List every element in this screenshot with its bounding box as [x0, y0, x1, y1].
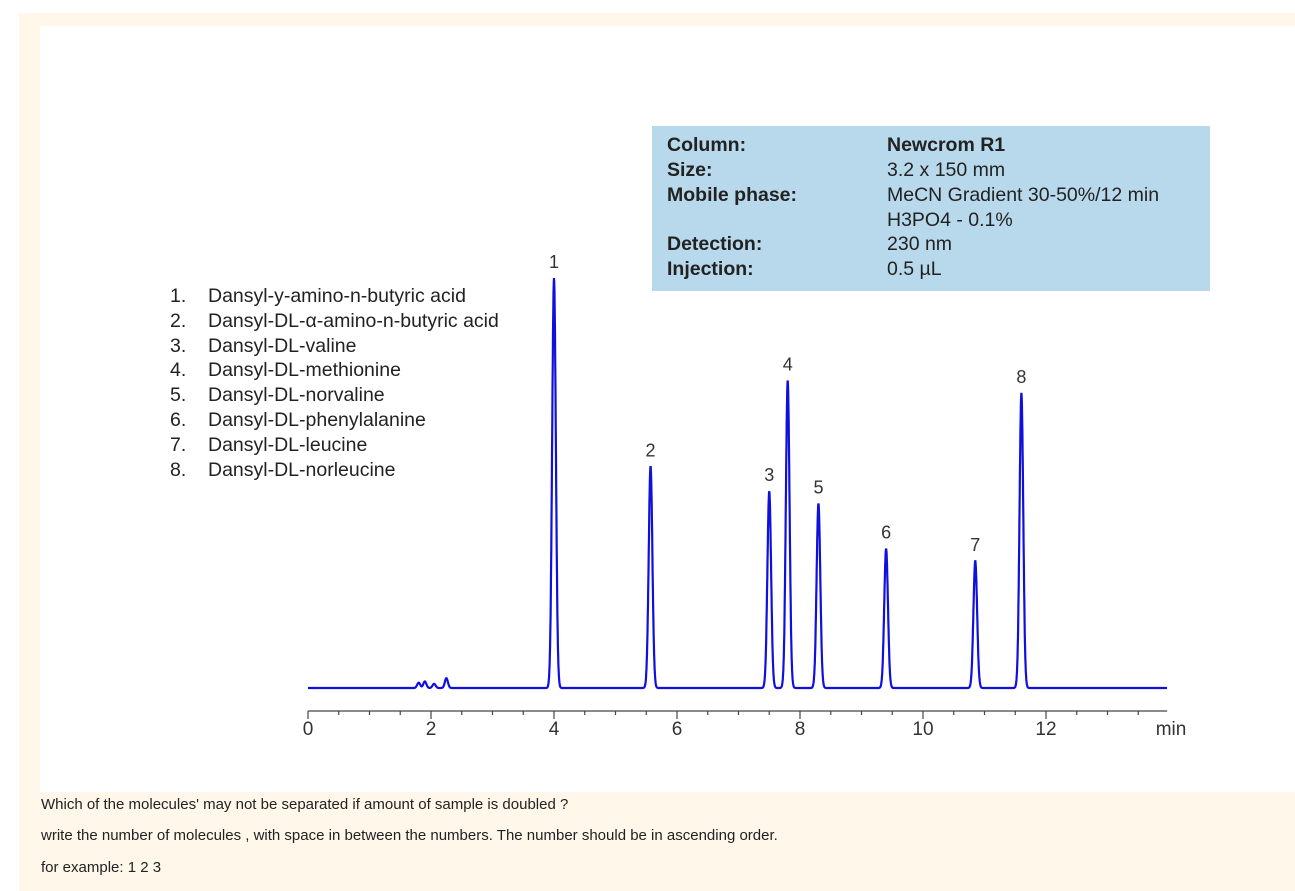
x-tick-label: 12 [1035, 719, 1056, 740]
x-tick-label: 10 [912, 719, 933, 740]
x-axis-label: min [1156, 719, 1187, 740]
peak-label-7: 7 [970, 535, 980, 555]
injection-value: 0.5 µL [887, 258, 942, 280]
peak-label-4: 4 [783, 355, 793, 375]
size-value: 3.2 x 150 mm [887, 159, 1006, 181]
legend-item: 7. Dansyl-DL-leucine [170, 433, 368, 456]
example-text: for example: 1 2 3 [41, 859, 162, 876]
peak-label-6: 6 [881, 523, 891, 543]
x-axis: 0 2 4 6 8 10 12 min [303, 710, 1187, 740]
size-label: Size: [667, 159, 713, 181]
question-text: Which of the molecules' may not be separ… [41, 796, 569, 813]
legend-item: 3. Dansyl-DL-valine [170, 334, 357, 357]
detection-label: Detection: [667, 233, 763, 255]
instruction-text: write the number of molecules , with spa… [41, 827, 778, 844]
column-value: Newcrom R1 [887, 134, 1006, 156]
buffer-value: H3PO4 - 0.1% [887, 209, 1013, 231]
peak-label-8: 8 [1016, 367, 1026, 387]
x-tick-label: 2 [426, 719, 437, 740]
peak-label-5: 5 [813, 478, 823, 498]
compound-legend: 1. Dansyl-y-amino-n-butyric acid 2. Dansyl… [170, 284, 499, 482]
x-tick-label: 0 [303, 719, 314, 740]
column-label: Column: [667, 134, 747, 156]
injection-label: Injection: [667, 258, 754, 280]
detection-value: 230 nm [887, 233, 953, 255]
legend-item: 8. Dansyl-DL-norleucine [170, 458, 396, 481]
x-tick-label: 6 [672, 719, 683, 740]
x-tick-label: 8 [795, 719, 806, 740]
legend-item: 5. Dansyl-DL-norvaline [170, 384, 385, 407]
mobile-phase-value: MeCN Gradient 30-50%/12 min [887, 184, 1160, 206]
method-conditions-box: Column: Newcrom R1 Size: 3.2 x 150 mm Mo… [652, 126, 1210, 291]
legend-item: 2. Dansyl-DL-α-amino-n-butyric acid [170, 309, 499, 332]
legend-item: 1. Dansyl-y-amino-n-butyric acid [170, 285, 466, 307]
peak-label-3: 3 [764, 465, 774, 485]
legend-item: 4. Dansyl-DL-methionine [170, 359, 401, 382]
chromatogram-trace [308, 277, 1167, 690]
peak-label-2: 2 [646, 441, 656, 461]
legend-item: 6. Dansyl-DL-phenylalanine [170, 408, 426, 431]
peak-label-1: 1 [549, 252, 559, 272]
mobile-phase-label: Mobile phase: [667, 184, 798, 206]
peak-labels: 1 2 3 4 5 6 7 8 [549, 252, 1026, 555]
x-tick-label: 4 [549, 719, 560, 740]
